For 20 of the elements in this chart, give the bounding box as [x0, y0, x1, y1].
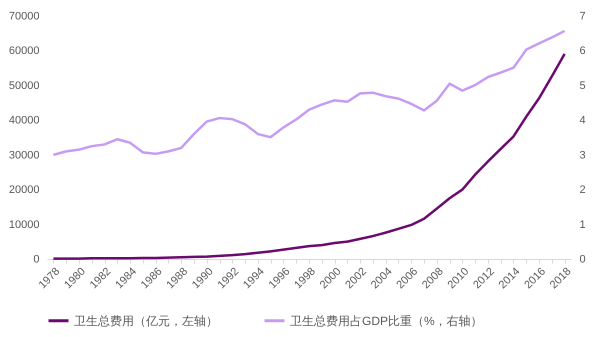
y2-tick-label: 4 — [580, 114, 586, 127]
y-tick-label: 10000 — [8, 218, 40, 231]
y-tick-label: 40000 — [8, 114, 40, 127]
y-tick-label: 60000 — [8, 45, 40, 58]
y2-tick-label: 6 — [580, 45, 586, 58]
y-tick-label: 70000 — [8, 10, 40, 22]
y-tick-label: 0 — [33, 254, 40, 266]
y2-tick-label: 0 — [580, 254, 586, 266]
y2-tick-label: 1 — [580, 218, 586, 231]
legend-label: 卫生总费用（亿元，左轴） — [74, 314, 218, 328]
y-tick-label: 50000 — [8, 80, 40, 92]
y2-tick-label: 7 — [580, 10, 586, 22]
y2-tick-label: 2 — [580, 184, 586, 196]
y2-tick-label: 5 — [580, 80, 586, 92]
legend-label: 卫生总费用占GDP比重（%，右轴） — [290, 314, 483, 328]
y-tick-label: 20000 — [8, 184, 40, 196]
line-series — [52, 30, 566, 156]
y2-tick-label: 3 — [580, 149, 586, 162]
y-tick-label: 30000 — [8, 149, 40, 162]
line-series — [52, 52, 566, 260]
